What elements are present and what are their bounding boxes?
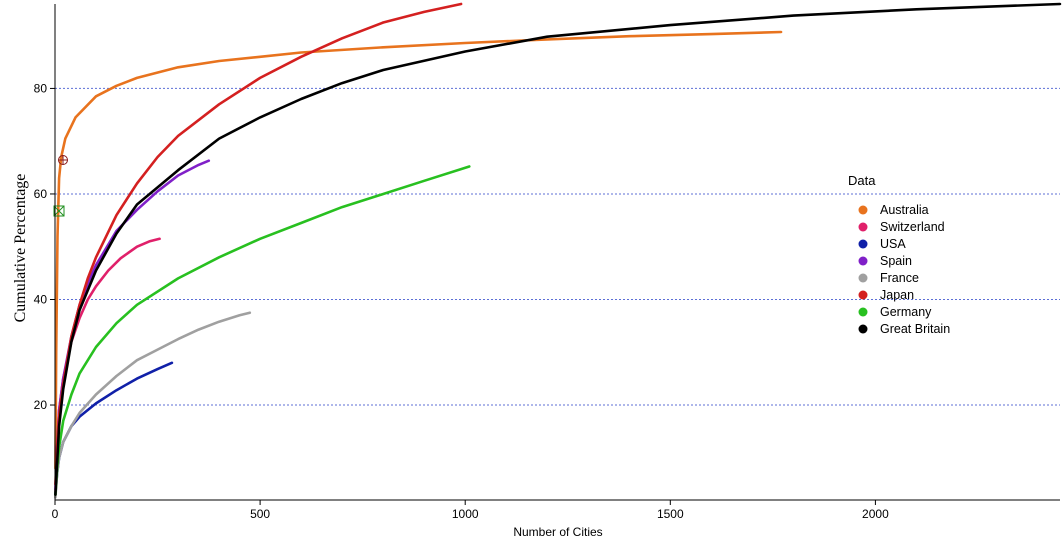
- legend-marker-usa: [858, 239, 868, 249]
- x-axis-ticks: 0 500 1000 1500 2000: [52, 500, 889, 521]
- y-tick-label-80: 80: [34, 81, 48, 95]
- series-line-switzerland: [54, 237, 161, 496]
- series-line-australia: [54, 30, 783, 470]
- legend-marker-australia: [858, 205, 868, 215]
- y-tick-label-40: 40: [34, 292, 48, 306]
- legend-label-australia: Australia: [880, 203, 929, 217]
- grid-lines: [55, 87, 1060, 406]
- legend-marker-spain: [858, 256, 868, 266]
- x-tick-label-2000: 2000: [862, 507, 889, 521]
- circle-cross-marker: [58, 155, 68, 165]
- series-line-france: [54, 311, 252, 499]
- x-axis-title: Number of Cities: [513, 525, 602, 539]
- legend: Data Australia Switzerland USA Spain France J…: [848, 173, 950, 336]
- legend-marker-france: [858, 273, 868, 283]
- series-line-great-britain: [54, 2, 1062, 496]
- legend-label-france: France: [880, 271, 919, 285]
- legend-marker-great-britain: [858, 324, 868, 334]
- series-line-germany: [54, 165, 471, 496]
- series-line-japan: [54, 2, 463, 486]
- y-axis-title: Cumulative Percentage: [12, 174, 29, 323]
- special-markers: [53, 155, 68, 217]
- legend-label-spain: Spain: [880, 254, 912, 268]
- legend-marker-germany: [858, 307, 868, 317]
- legend-label-usa: USA: [880, 237, 906, 251]
- legend-label-japan: Japan: [880, 288, 914, 302]
- x-tick-label-1000: 1000: [452, 507, 479, 521]
- series-line-usa: [54, 361, 174, 496]
- axes: [54, 4, 1060, 501]
- y-tick-label-20: 20: [34, 398, 48, 412]
- legend-title: Data: [848, 173, 876, 188]
- legend-marker-japan: [858, 290, 868, 300]
- legend-label-germany: Germany: [880, 305, 932, 319]
- series-layer: [54, 2, 1062, 499]
- legend-marker-switzerland: [858, 222, 868, 232]
- x-tick-label-1500: 1500: [657, 507, 684, 521]
- y-axis-ticks: 20 40 60 80: [34, 81, 55, 412]
- legend-label-switzerland: Switzerland: [880, 220, 945, 234]
- legend-label-great-britain: Great Britain: [880, 322, 950, 336]
- y-tick-label-60: 60: [34, 187, 48, 201]
- x-tick-label-500: 500: [250, 507, 270, 521]
- square-cross-marker: [53, 205, 65, 217]
- x-tick-label-0: 0: [52, 507, 59, 521]
